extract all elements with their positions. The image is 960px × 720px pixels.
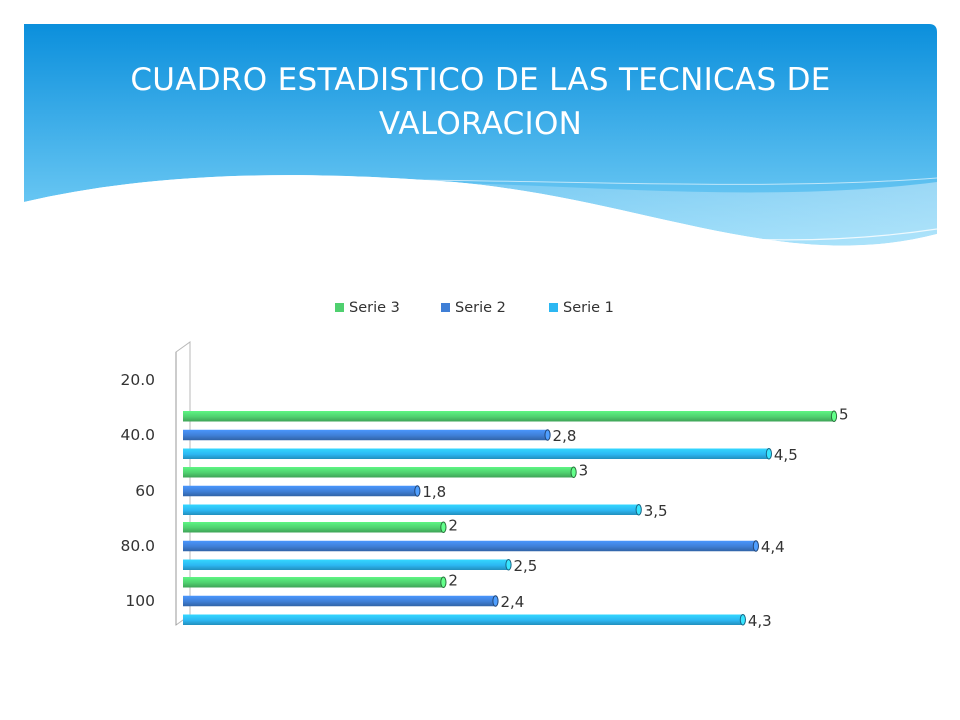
- legend-item: Serie 3: [335, 300, 400, 316]
- bar-body: [183, 577, 444, 588]
- bar-cap: [765, 448, 773, 460]
- legend-item: Serie 1: [549, 300, 614, 316]
- bar: [183, 595, 499, 607]
- legend-swatch: [335, 303, 344, 312]
- bar-cap: [635, 504, 642, 516]
- category-labels: 20.0 40.0 60 80.0 100: [120, 371, 155, 610]
- data-label: 2: [448, 571, 458, 589]
- data-label: 1,8: [422, 483, 446, 501]
- category-label: 100: [125, 592, 155, 610]
- bar-cap: [414, 485, 421, 497]
- legend-label: Serie 3: [349, 300, 400, 316]
- bar: [183, 410, 838, 422]
- bar-body: [183, 614, 743, 625]
- bar: [183, 429, 551, 441]
- bar: [183, 576, 447, 588]
- bar-body: [183, 540, 756, 552]
- bar: [183, 448, 773, 460]
- bar: [183, 614, 746, 626]
- chart-legend: Serie 3 Serie 2 Serie 1: [335, 300, 614, 316]
- data-label: 4,3: [748, 612, 772, 630]
- legend-swatch: [441, 303, 450, 312]
- bar-cap: [492, 595, 499, 607]
- bar-body: [183, 448, 769, 459]
- bar: [183, 559, 512, 571]
- bar: [183, 521, 447, 533]
- bar: [183, 466, 577, 478]
- bar: [183, 485, 421, 497]
- bar-body: [183, 504, 639, 515]
- bar-cap: [505, 559, 512, 571]
- bar-cap: [440, 521, 447, 533]
- bar-cap: [544, 429, 551, 441]
- bar-cap: [830, 410, 838, 422]
- slide-title: CUADRO ESTADISTICO DE LAS TECNICAS DE VA…: [130, 62, 831, 142]
- data-label: 5: [839, 405, 849, 423]
- legend-swatch: [549, 303, 558, 312]
- data-labels: 5 2,8 4,5 3 1,8 3,5 2 4,4 2,5 2 2,4 4,3: [422, 405, 848, 630]
- data-label: 3: [579, 461, 589, 479]
- bar-body: [183, 522, 444, 533]
- data-label: 4,5: [774, 446, 798, 464]
- header-background: [24, 24, 937, 264]
- bar-cap: [440, 576, 447, 588]
- category-label: 80.0: [120, 537, 155, 555]
- data-label: 2,4: [500, 593, 524, 611]
- bar-body: [183, 429, 548, 441]
- category-label: 60: [135, 482, 155, 500]
- category-label: 20.0: [120, 371, 155, 389]
- legend-label: Serie 1: [563, 300, 614, 316]
- legend-label: Serie 2: [455, 300, 506, 316]
- bar-cap: [739, 614, 746, 626]
- bar-body: [183, 485, 418, 497]
- bar-body: [183, 467, 574, 478]
- bar-body: [183, 559, 509, 570]
- data-label: 2,8: [553, 427, 577, 445]
- slide-header: CUADRO ESTADISTICO DE LAS TECNICAS DE VA…: [24, 24, 937, 264]
- bar-chart: Serie 3 Serie 2 Serie 1 20.040.06080.0100 …: [120, 300, 848, 630]
- bar: [183, 540, 759, 552]
- bar: [183, 504, 642, 516]
- bar-cap: [570, 466, 577, 478]
- data-label: 4,4: [761, 538, 785, 556]
- legend-item: Serie 2: [441, 300, 506, 316]
- data-label: 2,5: [514, 557, 538, 575]
- category-label: 40.0: [120, 426, 155, 444]
- chart-bars: [183, 410, 838, 626]
- bar-body: [183, 411, 834, 422]
- bar-body: [183, 595, 496, 607]
- data-label: 3,5: [644, 502, 668, 520]
- data-label: 2: [448, 516, 458, 534]
- bar-cap: [752, 540, 759, 552]
